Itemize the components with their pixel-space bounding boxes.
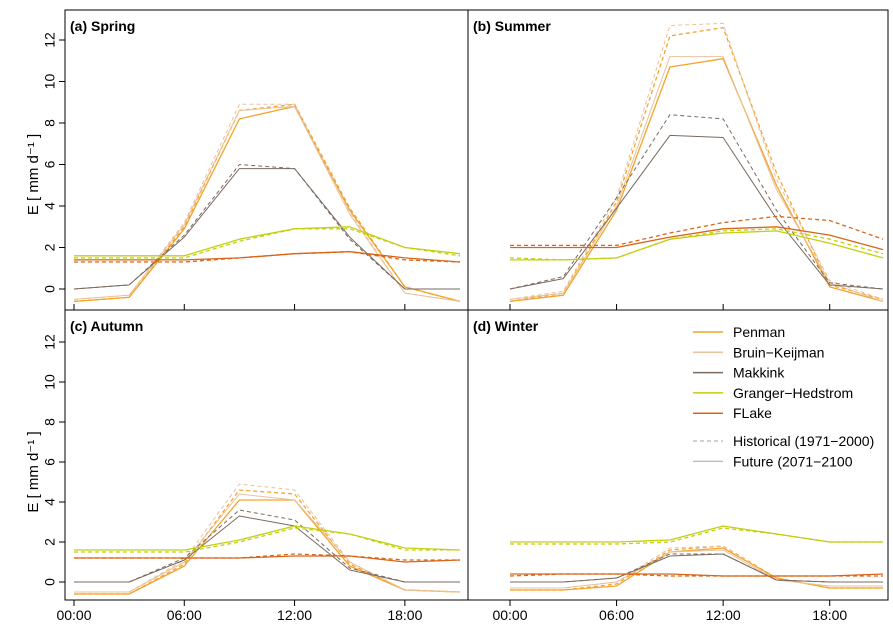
x-tick-label: 00:00: [56, 607, 91, 623]
series-line: [509, 228, 884, 261]
y-axis-label: E [ mm d⁻¹ ]: [25, 134, 42, 215]
series-line: [74, 251, 461, 263]
series-line: [73, 168, 460, 290]
y-tick-label: 12: [42, 32, 58, 48]
panel-frame: [64, 9, 469, 311]
series-line: [509, 573, 883, 577]
y-tick-label: 10: [42, 374, 58, 390]
x-tick-label: 06:00: [167, 607, 202, 623]
legend-entry: Historical (1971−2000): [733, 433, 874, 449]
panel-title: (b) Summer: [473, 18, 551, 34]
series-line: [509, 56, 884, 302]
series-line: [73, 164, 460, 290]
x-tick-label: 12:00: [277, 607, 312, 623]
series-line: [73, 103, 461, 303]
legend: Penman Bruin−Keijman Makkink Granger−Hedstr…: [693, 324, 874, 469]
series-line: [73, 105, 461, 303]
legend-entry: Bruin−Keijman: [733, 344, 824, 360]
series-line: [74, 483, 461, 593]
series-line: [73, 103, 461, 302]
series-line: [510, 553, 883, 583]
y-tick-label: 0: [42, 285, 58, 293]
x-tick-label: 18:00: [387, 607, 422, 623]
legend-entry: FLake: [733, 405, 772, 421]
series-line: [510, 525, 883, 543]
series-line: [509, 22, 884, 300]
x-tick-label: 00:00: [492, 607, 527, 623]
x-tick-label: 06:00: [599, 607, 634, 623]
series-line: [74, 515, 460, 583]
series-line: [74, 553, 460, 561]
y-tick-label: 8: [42, 418, 58, 426]
panel-title: (c) Autumn: [70, 318, 143, 334]
y-tick-label: 4: [42, 498, 58, 506]
series-line: [510, 215, 884, 247]
y-tick-label: 2: [42, 243, 58, 251]
series-group: [74, 483, 461, 595]
series-line: [509, 114, 884, 290]
series-line: [74, 489, 461, 595]
series-line: [509, 134, 884, 290]
panel-1: (a) Spring 0 2 4 6 8 10 12 E [ mm d⁻¹ ]: [25, 9, 469, 311]
series-line: [510, 230, 884, 261]
panel-frame: [467, 9, 889, 311]
series-line: [74, 555, 461, 563]
y-axis-label: E [ mm d⁻¹ ]: [25, 431, 42, 512]
series-line: [510, 545, 883, 589]
series-line: [510, 226, 884, 251]
series-line: [74, 525, 461, 551]
series-group: [509, 525, 884, 591]
series-line: [74, 228, 461, 259]
legend-entry: Granger−Hedstrom: [733, 385, 853, 401]
y-tick-label: 8: [42, 119, 58, 127]
series-line: [74, 251, 461, 263]
panel-3: (c) Autumn 0 2 4 6 8 10 12 E [ mm d⁻¹ ] 00:00 06:0…: [25, 309, 469, 623]
x-tick-label: 12:00: [706, 607, 741, 623]
panel-2: (b) Summer: [467, 9, 889, 311]
panel-title: (d) Winter: [473, 318, 539, 334]
series-line: [509, 58, 884, 303]
y-tick-label: 2: [42, 538, 58, 546]
panel-4: (d) Winter 00:00 06:00 12:00 18:00: [467, 309, 889, 623]
series-line: [74, 226, 461, 257]
y-tick-label: 12: [42, 334, 58, 350]
series-line: [74, 527, 460, 553]
legend-entry: Penman: [733, 324, 785, 340]
series-line: [510, 553, 883, 583]
x-tick-label: 18:00: [812, 607, 847, 623]
series-line: [74, 493, 461, 593]
panel-title: (a) Spring: [70, 18, 135, 34]
series-line: [73, 105, 461, 302]
y-tick-label: 6: [42, 458, 58, 466]
y-tick-label: 6: [42, 160, 58, 168]
series-group: [509, 22, 884, 303]
y-tick-label: 10: [42, 74, 58, 90]
panel-frame: [467, 309, 889, 601]
y-tick-label: 0: [42, 578, 58, 586]
legend-entry: Future (2071−2100: [733, 453, 853, 469]
y-tick-label: 4: [42, 202, 58, 210]
series-group: [73, 103, 461, 303]
series-line: [74, 509, 460, 583]
legend-entry: Makkink: [733, 365, 785, 381]
series-line: [510, 545, 883, 591]
